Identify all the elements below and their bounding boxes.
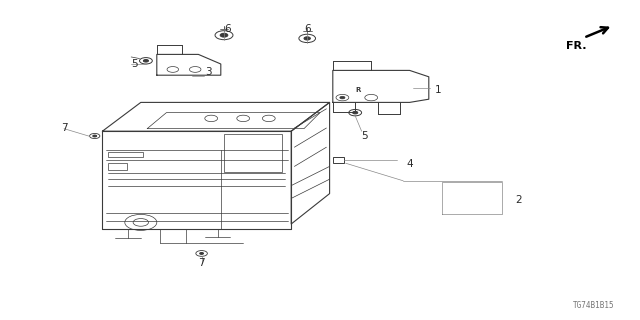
Bar <box>333 157 344 163</box>
Text: 2: 2 <box>515 195 522 205</box>
Circle shape <box>304 37 310 40</box>
Circle shape <box>200 252 204 254</box>
Text: 7: 7 <box>198 258 205 268</box>
Circle shape <box>93 135 97 137</box>
Circle shape <box>143 60 148 62</box>
Bar <box>108 152 143 157</box>
Text: 5: 5 <box>362 131 368 141</box>
Circle shape <box>353 111 358 114</box>
Circle shape <box>220 33 228 37</box>
Bar <box>108 163 127 170</box>
Text: R: R <box>356 87 361 93</box>
Text: 7: 7 <box>61 123 67 133</box>
Text: 6: 6 <box>224 24 230 35</box>
Text: 4: 4 <box>406 159 413 169</box>
Text: 3: 3 <box>205 67 211 77</box>
Text: 1: 1 <box>435 84 442 95</box>
Bar <box>224 134 282 172</box>
Circle shape <box>340 96 345 99</box>
Text: 5: 5 <box>131 59 138 69</box>
Text: FR.: FR. <box>566 41 586 51</box>
Text: TG74B1B15: TG74B1B15 <box>573 301 614 310</box>
Text: 6: 6 <box>304 24 310 35</box>
